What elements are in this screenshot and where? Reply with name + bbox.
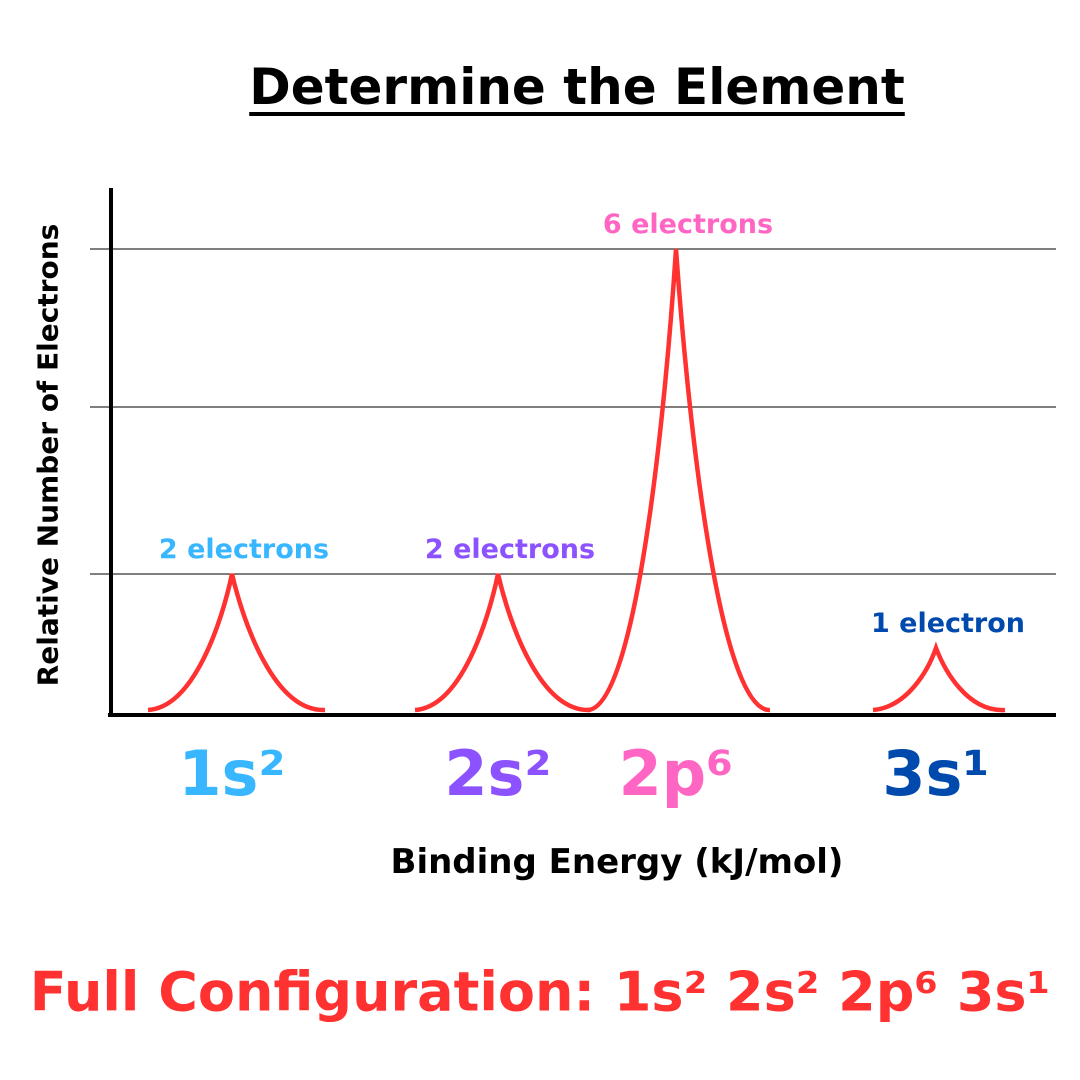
peak-label: 2 electrons (159, 534, 329, 565)
peak-curve (414, 573, 591, 713)
orbital-label: 2p⁶ (619, 737, 734, 810)
peak-label: 6 electrons (603, 209, 773, 240)
full-configuration: Full Configuration: 1s² 2s² 2p⁶ 3s¹ (29, 960, 1051, 1024)
peak-curve (872, 641, 1006, 713)
peak-label: 1 electron (871, 608, 1025, 639)
peak-label: 2 electrons (425, 534, 595, 565)
orbital-label: 1s² (178, 737, 285, 810)
peak-curve (147, 573, 326, 713)
peak-curve (587, 248, 771, 713)
orbital-label: 3s¹ (882, 737, 989, 810)
chart-title: Determine the Element (249, 58, 905, 116)
orbital-label: 2s² (444, 737, 551, 810)
x-axis-label: Binding Energy (kJ/mol) (390, 842, 844, 882)
